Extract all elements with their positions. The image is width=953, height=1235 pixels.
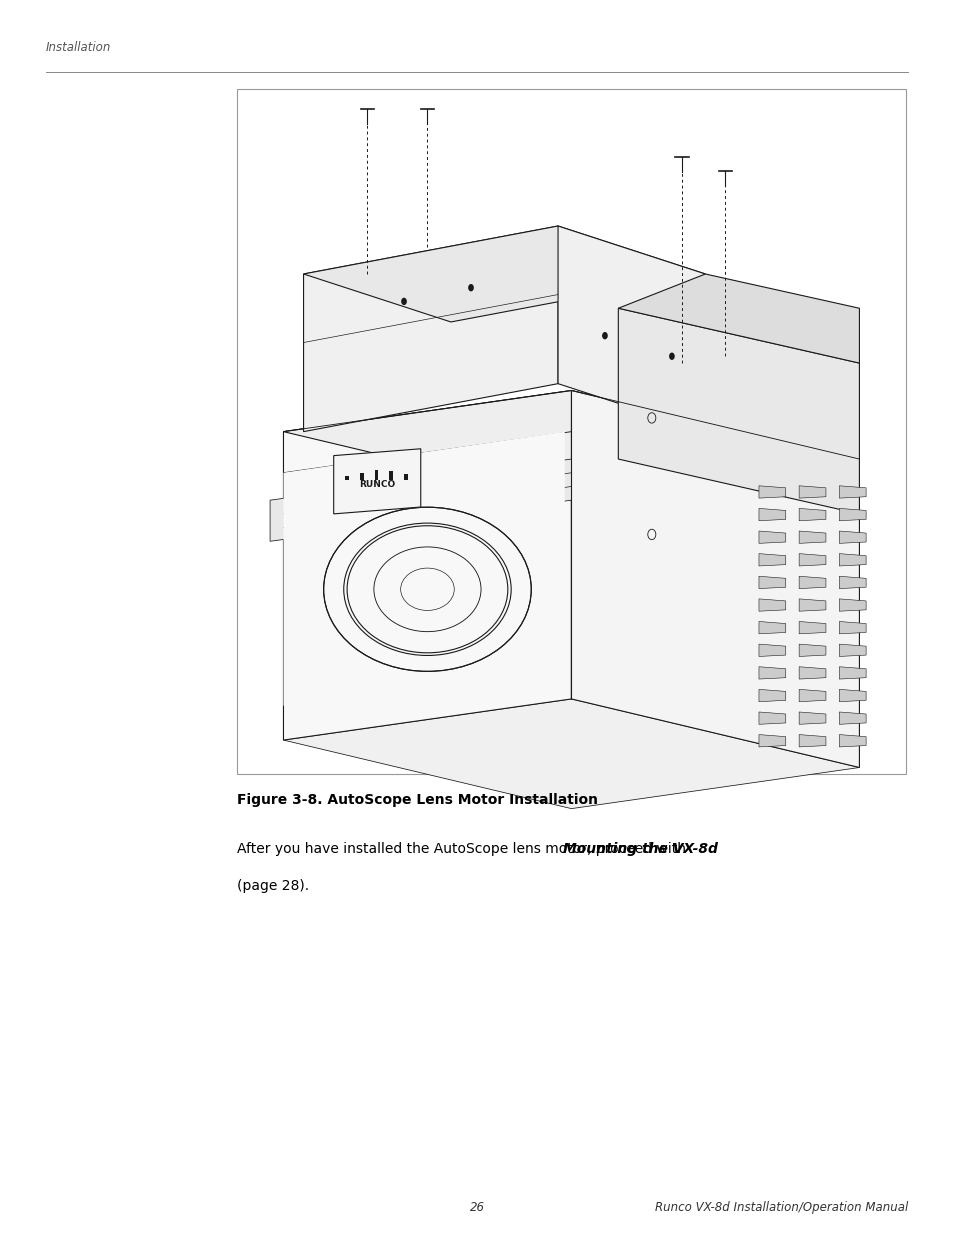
Polygon shape — [839, 735, 865, 747]
Polygon shape — [799, 711, 825, 724]
Polygon shape — [283, 390, 859, 500]
Polygon shape — [759, 485, 785, 498]
Polygon shape — [799, 577, 825, 589]
Polygon shape — [759, 735, 785, 747]
Text: 26: 26 — [469, 1202, 484, 1214]
Polygon shape — [759, 645, 785, 657]
Text: Runco VX-8d Installation/Operation Manual: Runco VX-8d Installation/Operation Manua… — [655, 1202, 907, 1214]
Polygon shape — [799, 599, 825, 611]
Bar — [389, 472, 393, 480]
Polygon shape — [759, 509, 785, 521]
Polygon shape — [303, 226, 558, 431]
Polygon shape — [839, 667, 865, 679]
Polygon shape — [799, 735, 825, 747]
Text: Installation: Installation — [46, 41, 112, 54]
Polygon shape — [283, 431, 564, 706]
Polygon shape — [839, 577, 865, 589]
Polygon shape — [799, 667, 825, 679]
Text: (page 28).: (page 28). — [236, 879, 309, 893]
Polygon shape — [799, 621, 825, 634]
Text: RUNCO: RUNCO — [358, 480, 395, 489]
Polygon shape — [839, 621, 865, 634]
Polygon shape — [270, 459, 571, 541]
Polygon shape — [839, 689, 865, 701]
Polygon shape — [618, 309, 859, 514]
Polygon shape — [759, 667, 785, 679]
Polygon shape — [839, 509, 865, 521]
Circle shape — [601, 332, 607, 340]
Polygon shape — [759, 577, 785, 589]
Polygon shape — [839, 531, 865, 543]
Polygon shape — [799, 645, 825, 657]
Polygon shape — [759, 621, 785, 634]
Bar — [359, 473, 363, 480]
Polygon shape — [799, 531, 825, 543]
Polygon shape — [618, 274, 859, 363]
Polygon shape — [799, 485, 825, 498]
Circle shape — [400, 298, 406, 305]
Polygon shape — [571, 390, 859, 767]
Bar — [375, 469, 378, 480]
Bar — [236, 89, 905, 774]
Bar — [404, 474, 408, 480]
Polygon shape — [283, 390, 571, 740]
Polygon shape — [283, 699, 859, 809]
Text: Figure 3-8. AutoScope Lens Motor Installation: Figure 3-8. AutoScope Lens Motor Install… — [236, 793, 597, 806]
Polygon shape — [558, 226, 704, 431]
Polygon shape — [839, 485, 865, 498]
Polygon shape — [839, 645, 865, 657]
Polygon shape — [303, 226, 704, 322]
Text: After you have installed the AutoScope lens motor, proceed with: After you have installed the AutoScope l… — [236, 842, 689, 856]
Circle shape — [668, 352, 674, 359]
Polygon shape — [334, 448, 420, 514]
Circle shape — [468, 284, 474, 291]
Polygon shape — [839, 553, 865, 566]
Polygon shape — [799, 553, 825, 566]
Polygon shape — [799, 509, 825, 521]
Polygon shape — [839, 711, 865, 724]
Polygon shape — [759, 711, 785, 724]
Polygon shape — [839, 599, 865, 611]
Polygon shape — [759, 531, 785, 543]
Polygon shape — [759, 553, 785, 566]
Bar — [345, 475, 349, 480]
Polygon shape — [759, 689, 785, 701]
Polygon shape — [759, 599, 785, 611]
Polygon shape — [799, 689, 825, 701]
Text: Mounting the VX-8d: Mounting the VX-8d — [562, 842, 718, 856]
